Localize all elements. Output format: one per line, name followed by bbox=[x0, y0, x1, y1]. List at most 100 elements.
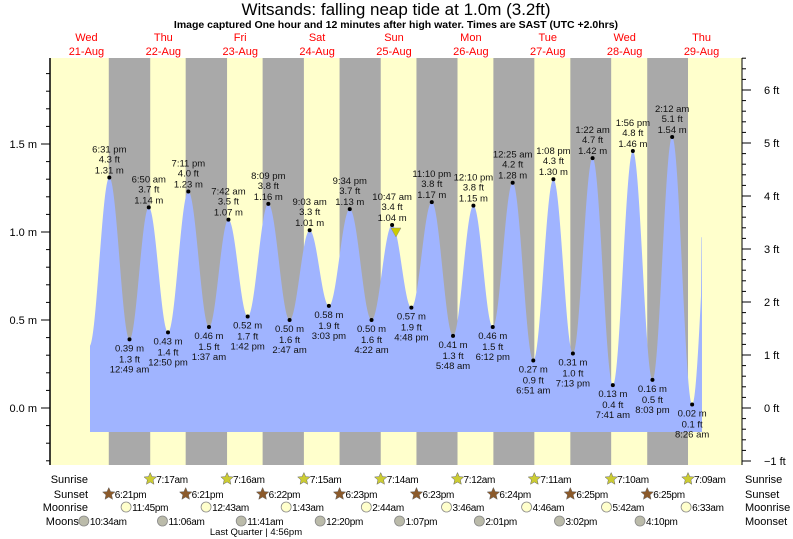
high-tide-ft: 4.7 ft bbox=[582, 135, 603, 146]
day-name-label: Fri bbox=[234, 32, 247, 44]
moonrise-icon bbox=[200, 501, 212, 513]
moonset-time: 11:06am bbox=[168, 517, 204, 528]
moonrise-time: 2:44am bbox=[372, 503, 404, 514]
high-tide-point bbox=[551, 177, 556, 182]
day-date-label: 24-Aug bbox=[299, 46, 334, 58]
day-name-label: Mon bbox=[460, 32, 481, 44]
moonset-time: 3:02pm bbox=[565, 517, 597, 528]
high-tide-point bbox=[347, 207, 352, 212]
low-tide-point bbox=[610, 383, 615, 388]
sunset-time: 6:22pm bbox=[269, 490, 301, 501]
low-tide-point bbox=[206, 325, 211, 330]
low-tide-m: 0.16 m bbox=[638, 384, 667, 395]
sunset-icon bbox=[640, 486, 655, 500]
moonrise-icon bbox=[441, 501, 452, 513]
high-tide-m: 1.14 m bbox=[134, 195, 163, 206]
high-tide-time: 1:22 am bbox=[575, 125, 609, 136]
high-tide-time: 12:25 am bbox=[493, 150, 533, 161]
low-tide-point bbox=[245, 314, 250, 319]
low-tide-point bbox=[166, 330, 171, 335]
high-tide-time: 7:42 am bbox=[211, 187, 245, 198]
moonset-icon bbox=[473, 515, 485, 527]
low-tide-m: 0.41 m bbox=[439, 340, 468, 351]
high-tide-time: 2:12 am bbox=[655, 104, 689, 115]
high-tide-ft: 4.8 ft bbox=[622, 128, 643, 139]
low-tide-point bbox=[326, 303, 331, 308]
moonrise-time: 3:46am bbox=[453, 503, 485, 514]
sunrise-time: 7:15am bbox=[310, 475, 342, 486]
low-tide-m: 0.50 m bbox=[357, 324, 386, 335]
high-tide-ft: 3.4 ft bbox=[382, 202, 403, 213]
high-tide-point bbox=[390, 222, 395, 227]
day-name-label: Thu bbox=[154, 32, 173, 44]
high-tide-ft: 5.1 ft bbox=[662, 114, 683, 125]
sunset-icon bbox=[332, 486, 347, 500]
high-tide-ft: 3.5 ft bbox=[218, 197, 239, 208]
low-tide-time: 5:48 am bbox=[436, 361, 470, 372]
low-tide-ft: 1.3 ft bbox=[442, 351, 463, 362]
sunrise-time: 7:10am bbox=[617, 475, 649, 486]
high-tide-m: 1.23 m bbox=[174, 180, 203, 191]
moonrise-row-label-left: Moonrise bbox=[43, 502, 88, 514]
moonrise-icon bbox=[601, 501, 612, 513]
high-tide-time: 9:03 am bbox=[292, 197, 326, 208]
high-tide-m: 1.28 m bbox=[498, 171, 527, 182]
low-tide-time: 4:22 am bbox=[354, 345, 388, 356]
moonset-icon bbox=[235, 515, 247, 527]
high-tide-m: 1.31 m bbox=[95, 165, 124, 176]
sunrise-time: 7:14am bbox=[387, 475, 419, 486]
sunset-row-label-right: Sunset bbox=[745, 489, 779, 501]
moonset-icon bbox=[634, 515, 646, 527]
low-tide-ft: 1.6 ft bbox=[279, 335, 300, 346]
high-tide-point bbox=[471, 203, 476, 208]
high-tide-time: 8:09 pm bbox=[251, 171, 285, 182]
low-tide-point bbox=[690, 402, 695, 407]
chart-title: Witsands: falling neap tide at 1.0m (3.2… bbox=[242, 0, 551, 19]
plot-area: 0.0 m 0.5 m 1.0 m 1.5 m −1 ft 0 ft 1 ft 2 ft 3 f… bbox=[9, 32, 790, 538]
high-tide-ft: 3.7 ft bbox=[138, 184, 159, 195]
sunset-time: 6:21pm bbox=[115, 490, 147, 501]
day-name-label: Tue bbox=[539, 32, 558, 44]
low-tide-ft: 1.6 ft bbox=[361, 335, 382, 346]
right-tick-label: 2 ft bbox=[764, 297, 779, 309]
high-tide-m: 1.30 m bbox=[539, 167, 568, 178]
low-tide-m: 0.52 m bbox=[233, 320, 262, 331]
day-name-label: Wed bbox=[75, 32, 97, 44]
high-tide-point bbox=[186, 189, 191, 194]
high-tide-time: 7:11 pm bbox=[172, 159, 206, 170]
high-tide-point bbox=[670, 134, 675, 139]
day-date-label: 21-Aug bbox=[69, 46, 104, 58]
low-tide-ft: 1.5 ft bbox=[482, 342, 503, 353]
low-tide-ft: 1.7 ft bbox=[237, 331, 258, 342]
moonrise-icon bbox=[680, 501, 692, 513]
low-tide-time: 6:12 pm bbox=[476, 352, 510, 363]
moonset-icon bbox=[78, 515, 90, 527]
moonrise-time: 6:33am bbox=[692, 503, 724, 514]
high-tide-time: 9:34 pm bbox=[333, 176, 367, 187]
low-tide-time: 7:13 pm bbox=[556, 378, 590, 389]
day-date-label: 22-Aug bbox=[146, 46, 181, 58]
low-tide-point bbox=[490, 325, 495, 330]
high-tide-point bbox=[266, 201, 271, 206]
sunrise-icon bbox=[297, 471, 311, 485]
low-tide-point bbox=[369, 318, 374, 322]
sunrise-row-label-right: Sunrise bbox=[745, 474, 782, 486]
moonrise-time: 4:46am bbox=[533, 503, 565, 514]
moonrise-icon bbox=[120, 501, 132, 513]
low-tide-m: 0.46 m bbox=[194, 331, 223, 342]
high-tide-m: 1.46 m bbox=[618, 139, 647, 150]
high-tide-time: 6:31 pm bbox=[92, 144, 126, 155]
high-tide-m: 1.15 m bbox=[459, 194, 488, 205]
sunset-icon bbox=[563, 486, 578, 500]
moonset-row-label-right: Moonset bbox=[745, 516, 787, 528]
moonrise-time: 12:43am bbox=[212, 503, 249, 514]
low-tide-point bbox=[127, 337, 132, 342]
moonset-time: 1:07pm bbox=[406, 517, 438, 528]
low-tide-time: 8:03 pm bbox=[635, 405, 669, 416]
current-tide-marker bbox=[390, 227, 402, 238]
high-tide-m: 1.07 m bbox=[214, 208, 243, 219]
high-tide-time: 10:47 am bbox=[372, 192, 412, 203]
low-tide-point bbox=[531, 358, 536, 363]
high-tide-time: 11:10 pm bbox=[412, 169, 451, 180]
right-tick-label: 3 ft bbox=[764, 244, 779, 256]
